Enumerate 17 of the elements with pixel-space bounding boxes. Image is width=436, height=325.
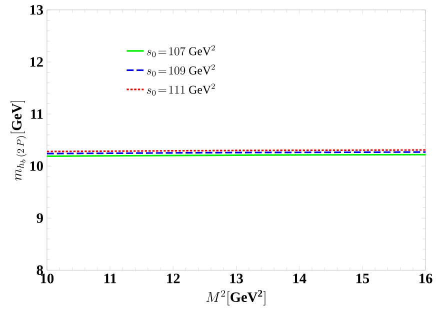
y-tick-label: 10 (30, 161, 43, 171)
y-axis-title: $m_{h_b\,(2\,P)}[\mathbf{GeV}]$ (10, 100, 26, 180)
legend-label: $s_0\!=\!107\ \mathrm{GeV}^2$ (146, 44, 215, 57)
x-tick-label: 14 (293, 274, 306, 283)
x-tick-label: 12 (167, 274, 180, 283)
x-axis-title: $M^2[\mathbf{GeV^2}]$ (206, 290, 266, 306)
x-tick-label: 11 (104, 274, 116, 283)
y-tick-label: 9 (36, 213, 43, 223)
y-tick-label: 12 (30, 57, 43, 67)
legend-label: $s_0\!=\!111\ \mathrm{GeV}^2$ (146, 83, 215, 96)
legend-label: $s_0\!=\!109\ \mathrm{GeV}^2$ (146, 64, 215, 76)
y-tick-label: 11 (31, 109, 43, 119)
x-tick-label: 15 (356, 274, 370, 284)
y-tick-label: 13 (30, 4, 43, 15)
x-tick-label: 13 (230, 274, 243, 284)
x-tick-label: 16 (420, 274, 432, 284)
y-tick-label: 8 (36, 265, 44, 275)
